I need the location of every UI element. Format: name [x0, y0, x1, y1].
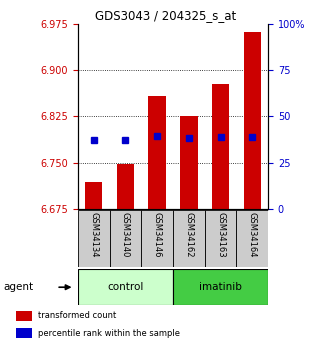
Text: control: control — [107, 282, 144, 292]
Bar — [78, 210, 110, 267]
Bar — [244, 31, 261, 209]
Text: GSM34163: GSM34163 — [216, 212, 225, 258]
Text: GSM34134: GSM34134 — [89, 212, 98, 258]
Bar — [205, 210, 236, 267]
Text: GSM34146: GSM34146 — [153, 212, 162, 258]
Bar — [16, 328, 32, 338]
Text: GSM34162: GSM34162 — [184, 212, 193, 258]
Bar — [85, 182, 102, 209]
Text: GSM34140: GSM34140 — [121, 212, 130, 257]
Bar — [16, 312, 32, 321]
Text: imatinib: imatinib — [199, 282, 242, 292]
Bar — [117, 164, 134, 209]
Bar — [141, 210, 173, 267]
Text: transformed count: transformed count — [38, 312, 117, 321]
Bar — [236, 210, 268, 267]
Bar — [173, 269, 268, 305]
Bar — [110, 210, 141, 267]
Text: GSM34164: GSM34164 — [248, 212, 257, 258]
Bar — [173, 210, 205, 267]
Text: percentile rank within the sample: percentile rank within the sample — [38, 328, 180, 337]
Text: agent: agent — [3, 282, 33, 292]
Bar — [180, 116, 198, 209]
Bar — [78, 269, 173, 305]
Bar — [212, 84, 229, 209]
Text: GDS3043 / 204325_s_at: GDS3043 / 204325_s_at — [95, 9, 236, 22]
Bar — [148, 96, 166, 209]
